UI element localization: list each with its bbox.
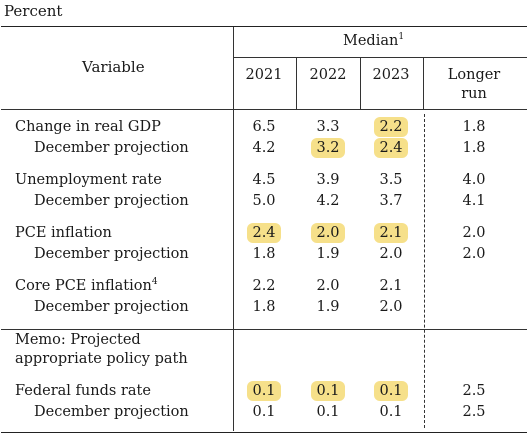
- column-header-2022: 2022: [309, 67, 347, 83]
- row-label-1: December projection: [34, 140, 189, 156]
- row-label-2: Unemployment rate: [15, 172, 162, 188]
- row-value-0-0: 6.5: [252, 119, 276, 135]
- row-highlight-0-2: [374, 117, 408, 137]
- column-header-run: run: [461, 86, 487, 102]
- longer-run-dashed-divider: [424, 114, 425, 428]
- longer-run-divider: [423, 57, 424, 109]
- row-longer-run-4: 2.0: [462, 225, 486, 241]
- column-header-2023: 2023: [372, 67, 410, 83]
- memo-label-line1: Memo: Projected: [15, 332, 141, 348]
- row-value-5-2: 2.0: [379, 246, 403, 262]
- row-value-6-1: 2.0: [316, 278, 340, 294]
- row-longer-run-0: 1.8: [462, 119, 486, 135]
- row-label-6: Core PCE inflation4: [15, 277, 158, 294]
- row-value-3-0: 5.0: [252, 193, 276, 209]
- row-label-7: December projection: [34, 299, 189, 315]
- row-value-4-2: 2.1: [379, 225, 403, 241]
- row-value-2-0: 4.5: [252, 172, 276, 188]
- memo-row-value-0-2: 0.1: [379, 383, 403, 399]
- row-value-4-1: 2.0: [316, 225, 340, 241]
- median-header-label: Median: [343, 33, 399, 49]
- unit-label: Percent: [4, 2, 63, 20]
- memo-row-longer-run-0: 2.5: [462, 383, 486, 399]
- header-bottom-rule: [1, 109, 527, 110]
- memo-row-label-1: December projection: [34, 404, 189, 420]
- row-highlight-4-2: [374, 223, 408, 243]
- median-footnote-mark: 1: [398, 32, 405, 43]
- row-value-2-2: 3.5: [379, 172, 403, 188]
- row-longer-run-5: 2.0: [462, 246, 486, 262]
- row-value-6-0: 2.2: [252, 278, 276, 294]
- row-value-6-2: 2.1: [379, 278, 403, 294]
- row-highlight-1-1: [311, 138, 345, 158]
- row-value-7-2: 2.0: [379, 299, 403, 315]
- memo-label-line2: appropriate policy path: [15, 351, 188, 367]
- row-value-3-1: 4.2: [316, 193, 340, 209]
- table-frame: [1, 26, 527, 433]
- memo-column-divider: [233, 329, 234, 431]
- row-longer-run-2: 4.0: [462, 172, 486, 188]
- footnote-mark: 4: [151, 277, 158, 288]
- row-label-5: December projection: [34, 246, 189, 262]
- row-value-7-0: 1.8: [252, 299, 276, 315]
- row-value-0-1: 3.3: [316, 119, 340, 135]
- row-value-1-1: 3.2: [316, 140, 340, 156]
- row-highlight-4-0: [247, 223, 281, 243]
- row-value-3-2: 3.7: [379, 193, 403, 209]
- variable-header: Variable: [82, 58, 145, 76]
- row-value-5-1: 1.9: [316, 246, 340, 262]
- memo-row-highlight-0-2: [374, 381, 408, 401]
- row-longer-run-1: 1.8: [462, 140, 486, 156]
- memo-rule: [1, 329, 527, 330]
- row-value-4-0: 2.4: [252, 225, 276, 241]
- memo-row-highlight-0-1: [311, 381, 345, 401]
- memo-row-longer-run-1: 2.5: [462, 404, 486, 420]
- row-value-0-2: 2.2: [379, 119, 403, 135]
- memo-row-value-1-1: 0.1: [316, 404, 340, 420]
- memo-row-highlight-0-0: [247, 381, 281, 401]
- row-highlight-1-2: [374, 138, 408, 158]
- column-header-2021: 2021: [245, 67, 283, 83]
- row-label-0: Change in real GDP: [15, 119, 161, 135]
- row-value-5-0: 1.8: [252, 246, 276, 262]
- row-label-4: PCE inflation: [15, 225, 112, 241]
- variable-column-divider: [233, 27, 234, 329]
- row-value-7-1: 1.9: [316, 299, 340, 315]
- row-value-1-2: 2.4: [379, 140, 403, 156]
- median-underline: [233, 57, 527, 58]
- column-header-longer: Longer: [447, 67, 501, 83]
- row-longer-run-3: 4.1: [462, 193, 486, 209]
- row-value-1-0: 4.2: [252, 140, 276, 156]
- row-highlight-4-1: [311, 223, 345, 243]
- row-label-3: December projection: [34, 193, 189, 209]
- row-value-2-1: 3.9: [316, 172, 340, 188]
- memo-row-value-0-1: 0.1: [316, 383, 340, 399]
- memo-row-value-1-2: 0.1: [379, 404, 403, 420]
- memo-row-value-0-0: 0.1: [252, 383, 276, 399]
- median-column-divider-2023: [360, 57, 361, 109]
- median-column-divider-2022: [296, 57, 297, 109]
- memo-row-value-1-0: 0.1: [252, 404, 276, 420]
- median-header: Median1: [343, 32, 404, 50]
- memo-row-label-0: Federal funds rate: [15, 383, 151, 399]
